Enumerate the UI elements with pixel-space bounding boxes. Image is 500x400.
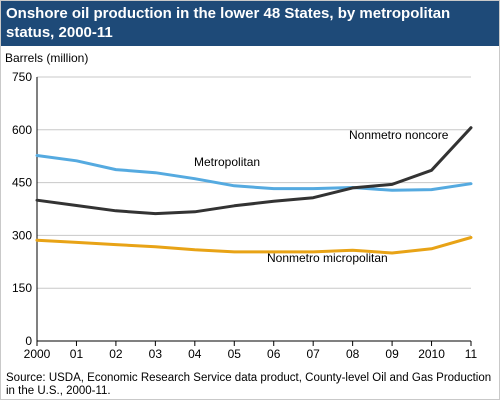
- y-tick-label: 450: [12, 176, 32, 190]
- y-tick-label: 300: [12, 228, 32, 242]
- series-label-nonmetro-micropolitan: Nonmetro micropolitan: [267, 251, 388, 265]
- chart-title: Onshore oil production in the lower 48 S…: [6, 5, 451, 41]
- x-tick-label: 08: [346, 347, 360, 361]
- series-label-nonmetro-noncore: Nonmetro noncore: [349, 128, 449, 142]
- x-tick-label: 05: [228, 347, 242, 361]
- series-line-nonmetro-micropolitan: [35, 236, 473, 255]
- y-tick-label: 750: [12, 70, 32, 84]
- series-label-metropolitan: Metropolitan: [194, 155, 260, 169]
- x-tick-label: 01: [70, 347, 84, 361]
- x-tick-label: 2010: [418, 347, 445, 361]
- source-note: Source: USDA, Economic Research Service …: [6, 372, 492, 397]
- series-lines: [35, 126, 473, 255]
- x-tick-label: 09: [385, 347, 399, 361]
- axes: 0 150 300 450 600 750 2000 01 02 03 04 05 06 07 08 09 20…: [12, 70, 478, 361]
- y-axis-label: Barrels (million): [5, 51, 89, 65]
- x-tick-label: 07: [307, 347, 321, 361]
- gridlines: [37, 76, 471, 289]
- series-line-metropolitan: [35, 154, 473, 192]
- x-tick-label: 11: [465, 347, 478, 361]
- x-tick-label: 04: [188, 347, 202, 361]
- y-tick-label: 600: [12, 123, 32, 137]
- x-tick-label: 03: [149, 347, 163, 361]
- y-tick-label: 150: [12, 281, 32, 295]
- x-tick-label: 02: [109, 347, 123, 361]
- series-labels: Metropolitan Nonmetro noncore Nonmetro mic…: [194, 128, 449, 265]
- y-tick-label: 0: [25, 334, 32, 348]
- x-tick-label: 06: [267, 347, 281, 361]
- series-line-nonmetro-noncore: [35, 126, 473, 216]
- x-tick-label: 2000: [24, 347, 51, 361]
- title-bar: Onshore oil production in the lower 48 S…: [0, 0, 500, 46]
